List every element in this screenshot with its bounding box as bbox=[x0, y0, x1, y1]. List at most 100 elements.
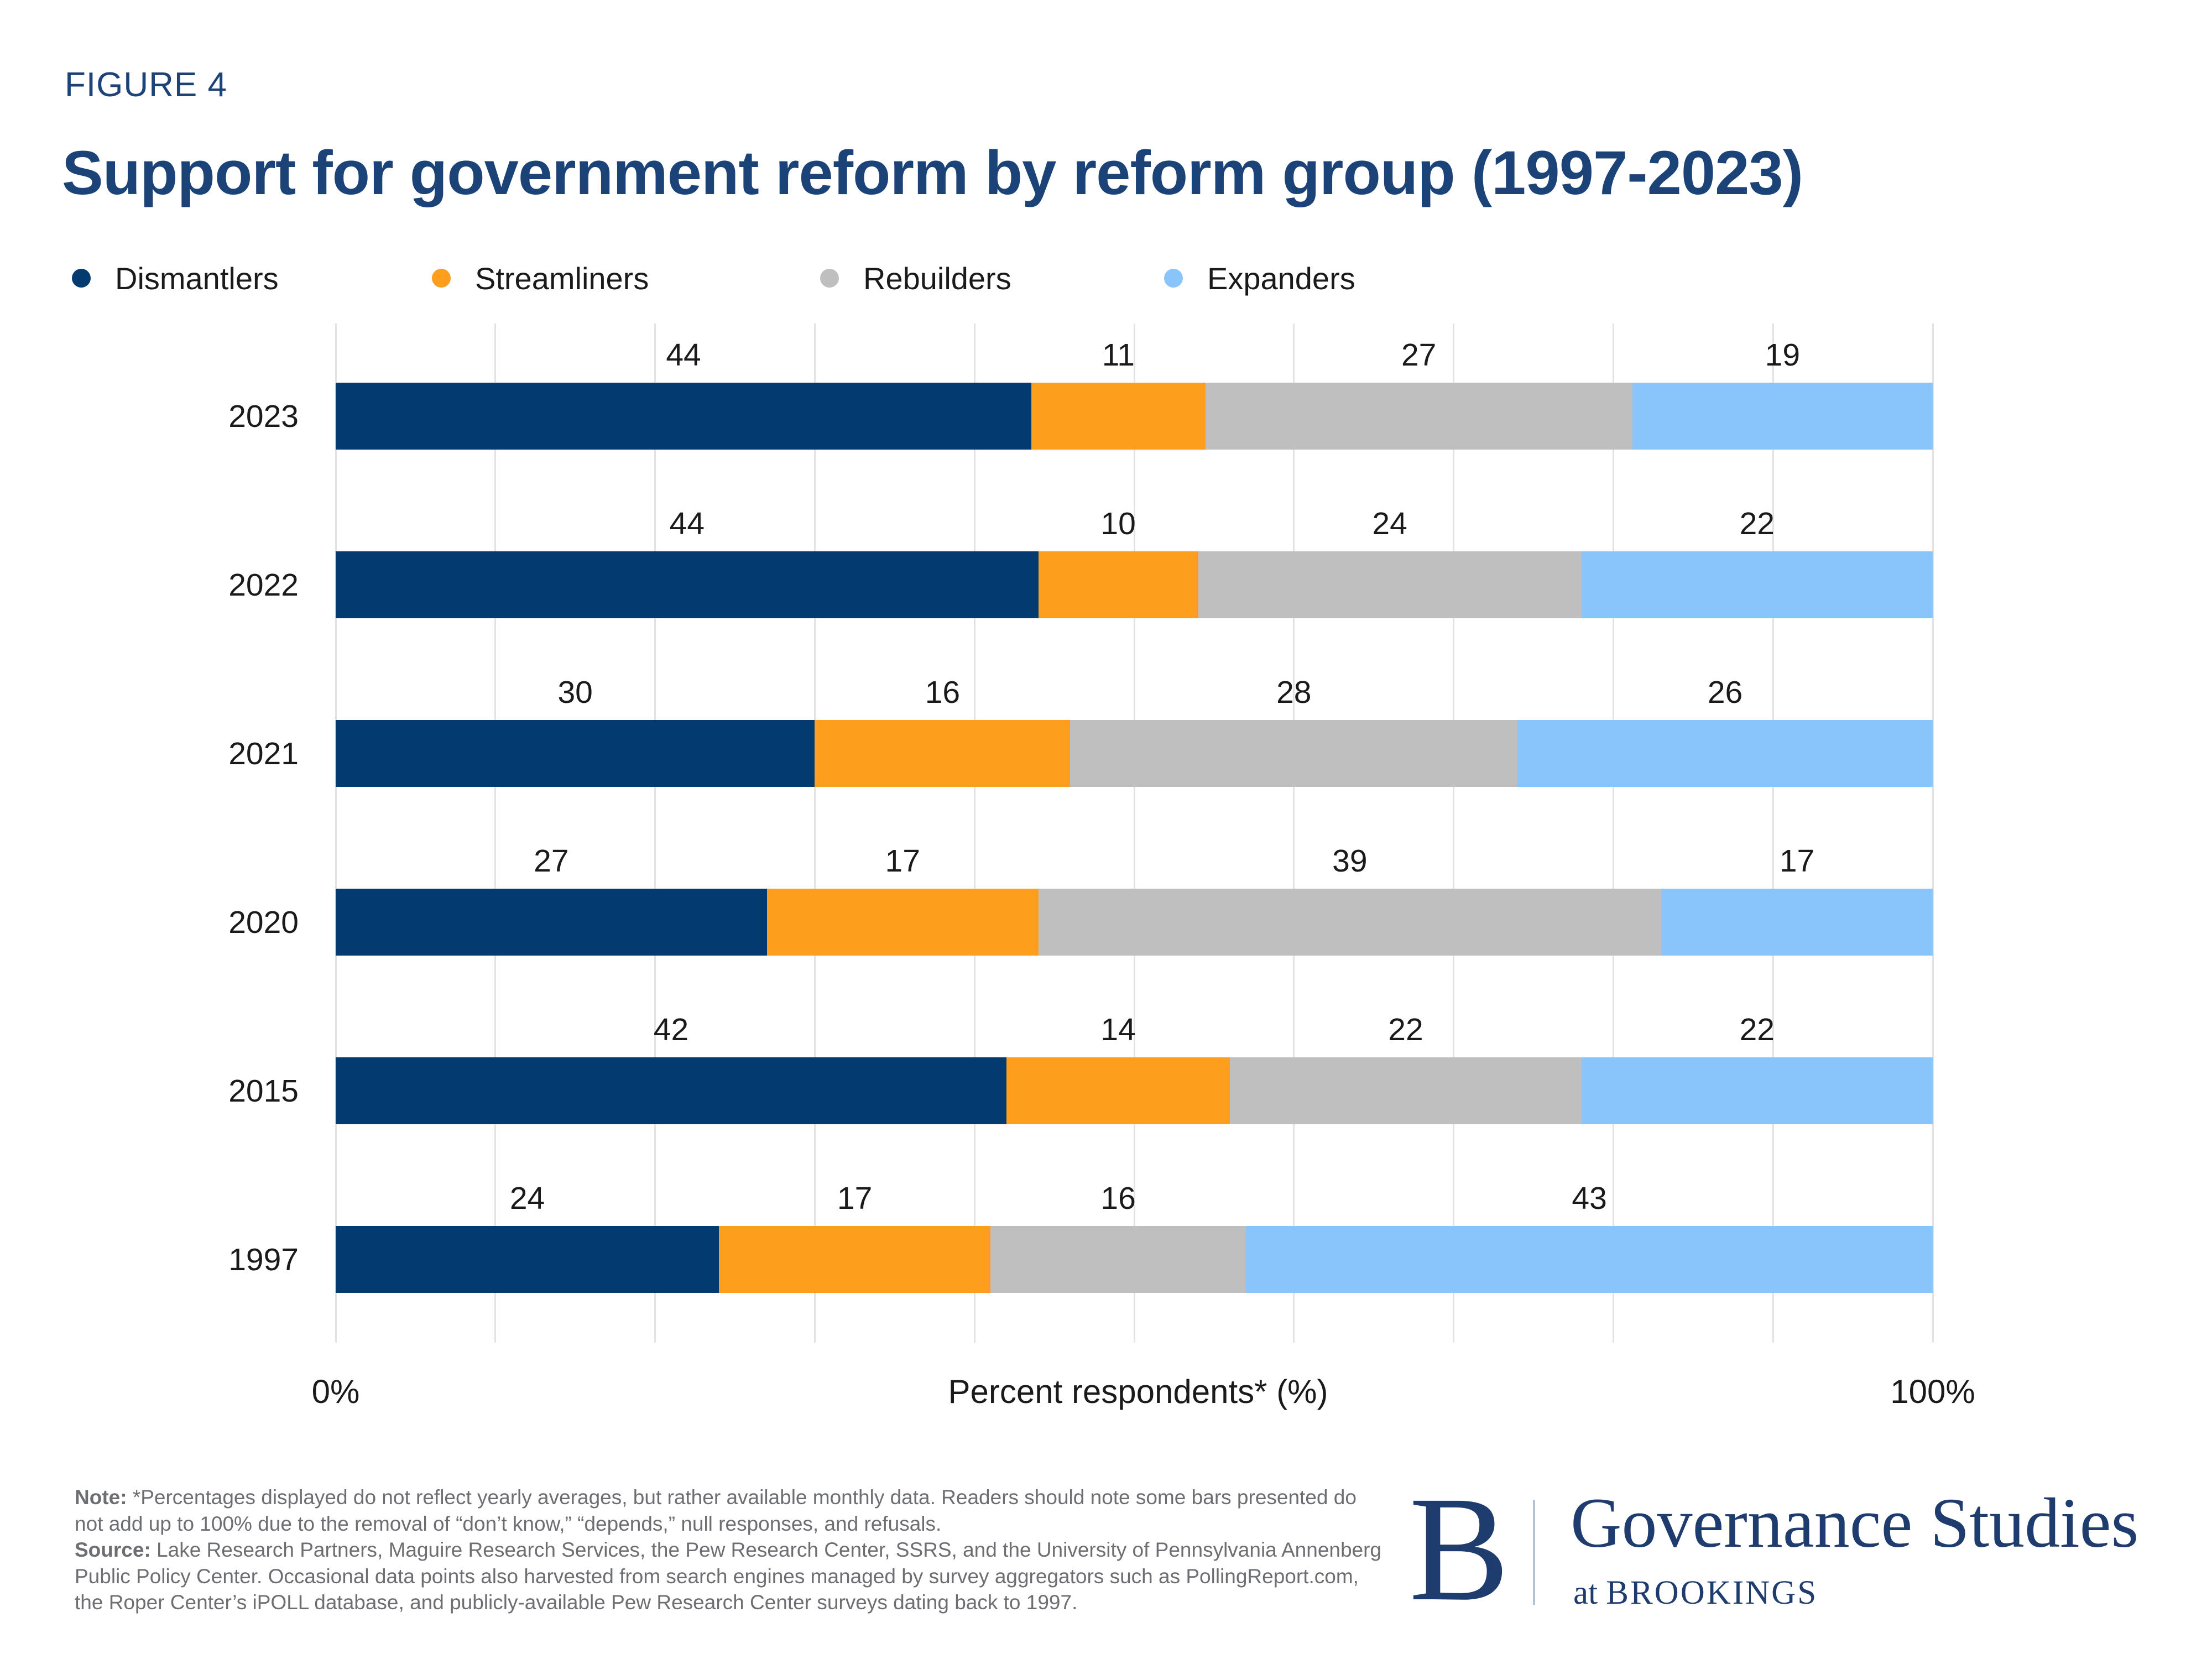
figure-label: FIGURE 4 bbox=[65, 66, 227, 104]
bar-segment-expanders-2021 bbox=[1517, 720, 1933, 787]
category-label-2020: 2020 bbox=[228, 904, 299, 940]
segment-value-dismantlers-2020: 27 bbox=[534, 843, 569, 879]
footnote-note: Note: *Percentages displayed do not refl… bbox=[75, 1484, 1385, 1537]
segment-value-dismantlers-1997: 24 bbox=[509, 1181, 545, 1216]
category-label-2021: 2021 bbox=[228, 735, 299, 771]
gridline-80pct bbox=[1612, 324, 1614, 1343]
segment-value-expanders-2020: 17 bbox=[1779, 843, 1815, 879]
segment-value-dismantlers-2023: 44 bbox=[666, 337, 701, 373]
legend-dot-streamliners bbox=[432, 269, 451, 288]
gridline-60pct bbox=[1293, 324, 1295, 1343]
bar-segment-rebuilders-2022 bbox=[1198, 551, 1582, 618]
segment-value-streamliners-1997: 17 bbox=[837, 1181, 873, 1216]
segment-value-expanders-1997: 43 bbox=[1572, 1181, 1607, 1216]
gridline-30pct bbox=[813, 324, 816, 1343]
bar-row-2021 bbox=[336, 720, 1933, 787]
logo-name: Governance Studies bbox=[1571, 1484, 2139, 1562]
x-axis-tick-0: 0% bbox=[311, 1373, 360, 1410]
brookings-b-mark: B bbox=[1409, 1465, 1510, 1632]
footnote: Note: *Percentages displayed do not refl… bbox=[75, 1484, 1385, 1616]
bar-row-2023 bbox=[336, 383, 1933, 450]
bar-segment-dismantlers-2015 bbox=[336, 1057, 1006, 1124]
bar-segment-rebuilders-2020 bbox=[1038, 889, 1662, 956]
bar-segment-dismantlers-2022 bbox=[336, 551, 1039, 618]
bar-segment-streamliners-2015 bbox=[1006, 1057, 1230, 1124]
segment-value-dismantlers-2022: 44 bbox=[669, 506, 705, 541]
bar-segment-streamliners-2020 bbox=[766, 889, 1039, 956]
gridline-40pct bbox=[973, 324, 975, 1343]
bar-row-2015 bbox=[336, 1057, 1933, 1124]
logo-divider bbox=[1533, 1500, 1535, 1605]
segment-value-streamliners-2020: 17 bbox=[885, 843, 920, 879]
gridline-0pct bbox=[335, 324, 337, 1343]
segment-value-dismantlers-2015: 42 bbox=[653, 1012, 689, 1047]
segment-value-rebuilders-1997: 16 bbox=[1100, 1181, 1136, 1216]
logo-org: BROOKINGS bbox=[1606, 1574, 1818, 1611]
segment-value-streamliners-2023: 11 bbox=[1102, 337, 1135, 373]
bar-segment-rebuilders-2023 bbox=[1205, 383, 1632, 450]
segment-value-streamliners-2015: 14 bbox=[1100, 1012, 1136, 1047]
segment-value-expanders-2023: 19 bbox=[1765, 337, 1801, 373]
gridline-20pct bbox=[654, 324, 656, 1343]
segment-value-streamliners-2022: 10 bbox=[1100, 506, 1136, 541]
legend-item-rebuilders: Rebuilders bbox=[820, 259, 1011, 298]
legend-item-dismantlers: Dismantlers bbox=[72, 259, 279, 298]
segment-value-streamliners-2021: 16 bbox=[925, 675, 961, 710]
category-label-2015: 2015 bbox=[228, 1073, 299, 1109]
legend-label: Dismantlers bbox=[115, 260, 279, 296]
gridline-100pct bbox=[1932, 324, 1934, 1343]
chart-title: Support for government reform by reform … bbox=[62, 138, 1803, 207]
bar-segment-dismantlers-1997 bbox=[336, 1226, 719, 1293]
legend-label: Streamliners bbox=[475, 260, 649, 296]
segment-value-rebuilders-2023: 27 bbox=[1401, 337, 1437, 373]
bar-segment-rebuilders-2015 bbox=[1230, 1057, 1582, 1124]
segment-value-rebuilders-2015: 22 bbox=[1388, 1012, 1423, 1047]
footnote-source-label: Source: bbox=[75, 1538, 151, 1561]
bar-segment-streamliners-1997 bbox=[719, 1226, 991, 1293]
bar-row-2020 bbox=[336, 889, 1933, 956]
segment-value-expanders-2015: 22 bbox=[1739, 1012, 1775, 1047]
legend-item-expanders: Expanders bbox=[1164, 259, 1355, 298]
bar-segment-expanders-2015 bbox=[1581, 1057, 1933, 1124]
x-axis-tick-100: 100% bbox=[1890, 1373, 1975, 1410]
bar-segment-streamliners-2021 bbox=[815, 720, 1071, 787]
legend-dot-dismantlers bbox=[72, 269, 91, 288]
footnote-note-text: *Percentages displayed do not reflect ye… bbox=[75, 1486, 1357, 1535]
category-label-2022: 2022 bbox=[228, 567, 299, 603]
bar-segment-expanders-2023 bbox=[1632, 383, 1933, 450]
bar-segment-dismantlers-2021 bbox=[336, 720, 815, 787]
legend-label: Rebuilders bbox=[863, 260, 1011, 296]
legend-dot-expanders bbox=[1164, 269, 1183, 288]
gridline-50pct bbox=[1133, 324, 1135, 1343]
bar-segment-expanders-1997 bbox=[1246, 1226, 1933, 1293]
segment-value-expanders-2022: 22 bbox=[1739, 506, 1775, 541]
gridline-70pct bbox=[1453, 324, 1455, 1343]
bar-segment-rebuilders-1997 bbox=[990, 1226, 1246, 1293]
segment-value-dismantlers-2021: 30 bbox=[557, 675, 593, 710]
bar-segment-expanders-2022 bbox=[1581, 551, 1933, 618]
segment-value-rebuilders-2020: 39 bbox=[1332, 843, 1368, 879]
bar-segment-expanders-2020 bbox=[1661, 889, 1933, 956]
bar-segment-dismantlers-2023 bbox=[336, 383, 1032, 450]
x-axis-title: Percent respondents* (%) bbox=[948, 1373, 1328, 1410]
category-label-2023: 2023 bbox=[228, 398, 299, 434]
bar-row-1997 bbox=[336, 1226, 1933, 1293]
footnote-source: Source: Lake Research Partners, Maguire … bbox=[75, 1537, 1385, 1616]
logo-subtitle: at BROOKINGS bbox=[1573, 1576, 1818, 1610]
logo-at: at bbox=[1573, 1574, 1598, 1611]
bar-row-2022 bbox=[336, 551, 1933, 618]
gridline-90pct bbox=[1772, 324, 1774, 1343]
segment-value-expanders-2021: 26 bbox=[1707, 675, 1743, 710]
gridline-10pct bbox=[494, 324, 497, 1343]
legend-item-streamliners: Streamliners bbox=[432, 259, 649, 298]
segment-value-rebuilders-2021: 28 bbox=[1276, 675, 1312, 710]
bar-segment-streamliners-2023 bbox=[1031, 383, 1206, 450]
bar-segment-streamliners-2022 bbox=[1038, 551, 1198, 618]
footnote-source-text: Lake Research Partners, Maguire Research… bbox=[75, 1538, 1382, 1614]
footnote-note-label: Note: bbox=[75, 1486, 127, 1509]
category-label-1997: 1997 bbox=[228, 1241, 299, 1277]
bar-segment-dismantlers-2020 bbox=[336, 889, 767, 956]
legend-label: Expanders bbox=[1207, 260, 1355, 296]
bar-segment-rebuilders-2021 bbox=[1070, 720, 1518, 787]
